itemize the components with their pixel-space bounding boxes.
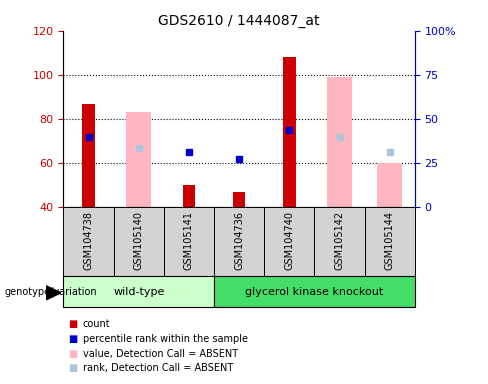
Text: GSM105140: GSM105140 [134,211,144,270]
Text: value, Detection Call = ABSENT: value, Detection Call = ABSENT [83,349,238,359]
Bar [214,207,264,276]
Bar [283,57,296,207]
Bar [365,207,415,276]
Text: GSM104740: GSM104740 [285,211,294,270]
Bar [63,207,114,276]
Polygon shape [46,286,61,300]
Text: ■: ■ [68,334,78,344]
Bar [114,207,164,276]
Bar [327,77,352,207]
Bar [126,113,151,207]
Bar [214,276,415,307]
Bar [377,163,402,207]
Text: ■: ■ [68,363,78,373]
Text: glycerol kinase knockout: glycerol kinase knockout [245,287,384,297]
Bar [314,207,365,276]
Text: GSM104736: GSM104736 [234,211,244,270]
Text: ■: ■ [68,349,78,359]
Text: GSM104738: GSM104738 [83,211,94,270]
Text: rank, Detection Call = ABSENT: rank, Detection Call = ABSENT [83,363,233,373]
Bar [233,192,245,207]
Text: GSM105144: GSM105144 [385,211,395,270]
Text: GSM105141: GSM105141 [184,211,194,270]
Text: count: count [83,319,111,329]
Bar [264,207,314,276]
Text: ■: ■ [68,319,78,329]
Bar [82,104,95,207]
Bar [63,276,214,307]
Text: wild-type: wild-type [113,287,164,297]
Bar [183,185,195,207]
Text: GSM105142: GSM105142 [334,211,345,270]
Bar [164,207,214,276]
Text: percentile rank within the sample: percentile rank within the sample [83,334,248,344]
Text: genotype/variation: genotype/variation [5,287,98,297]
Title: GDS2610 / 1444087_at: GDS2610 / 1444087_at [159,14,320,28]
